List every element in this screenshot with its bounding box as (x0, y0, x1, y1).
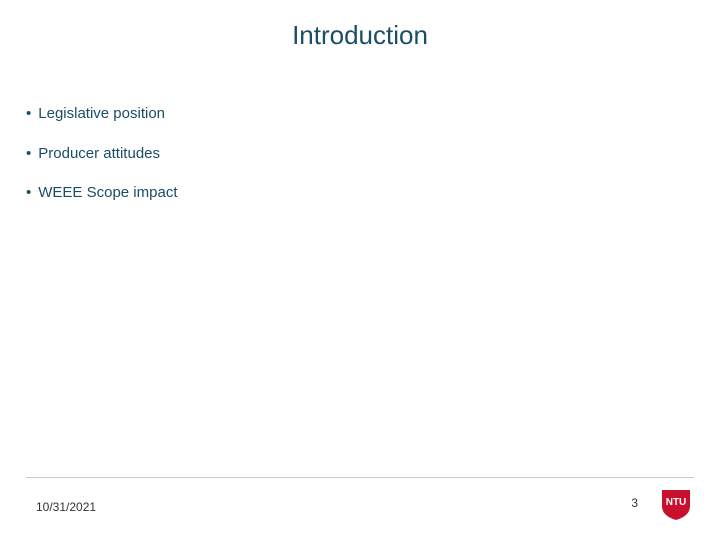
slide: Introduction • Legislative position • Pr… (0, 0, 720, 540)
bullet-icon: • (26, 183, 31, 203)
list-item: • WEEE Scope impact (26, 183, 666, 203)
bullet-text: Legislative position (38, 104, 165, 124)
logo-text: NTU (666, 497, 687, 508)
bullet-text: Producer attitudes (38, 144, 160, 164)
slide-title: Introduction (0, 20, 720, 51)
page-number: 3 (631, 496, 638, 510)
ntu-logo: NTU (658, 486, 694, 522)
footer-divider (26, 477, 694, 478)
bullet-text: WEEE Scope impact (38, 183, 177, 203)
footer-date: 10/31/2021 (36, 500, 96, 514)
bullet-icon: • (26, 144, 31, 164)
bullet-icon: • (26, 104, 31, 124)
list-item: • Legislative position (26, 104, 666, 124)
bullet-list: • Legislative position • Producer attitu… (26, 104, 666, 223)
list-item: • Producer attitudes (26, 144, 666, 164)
shield-icon: NTU (658, 486, 694, 522)
